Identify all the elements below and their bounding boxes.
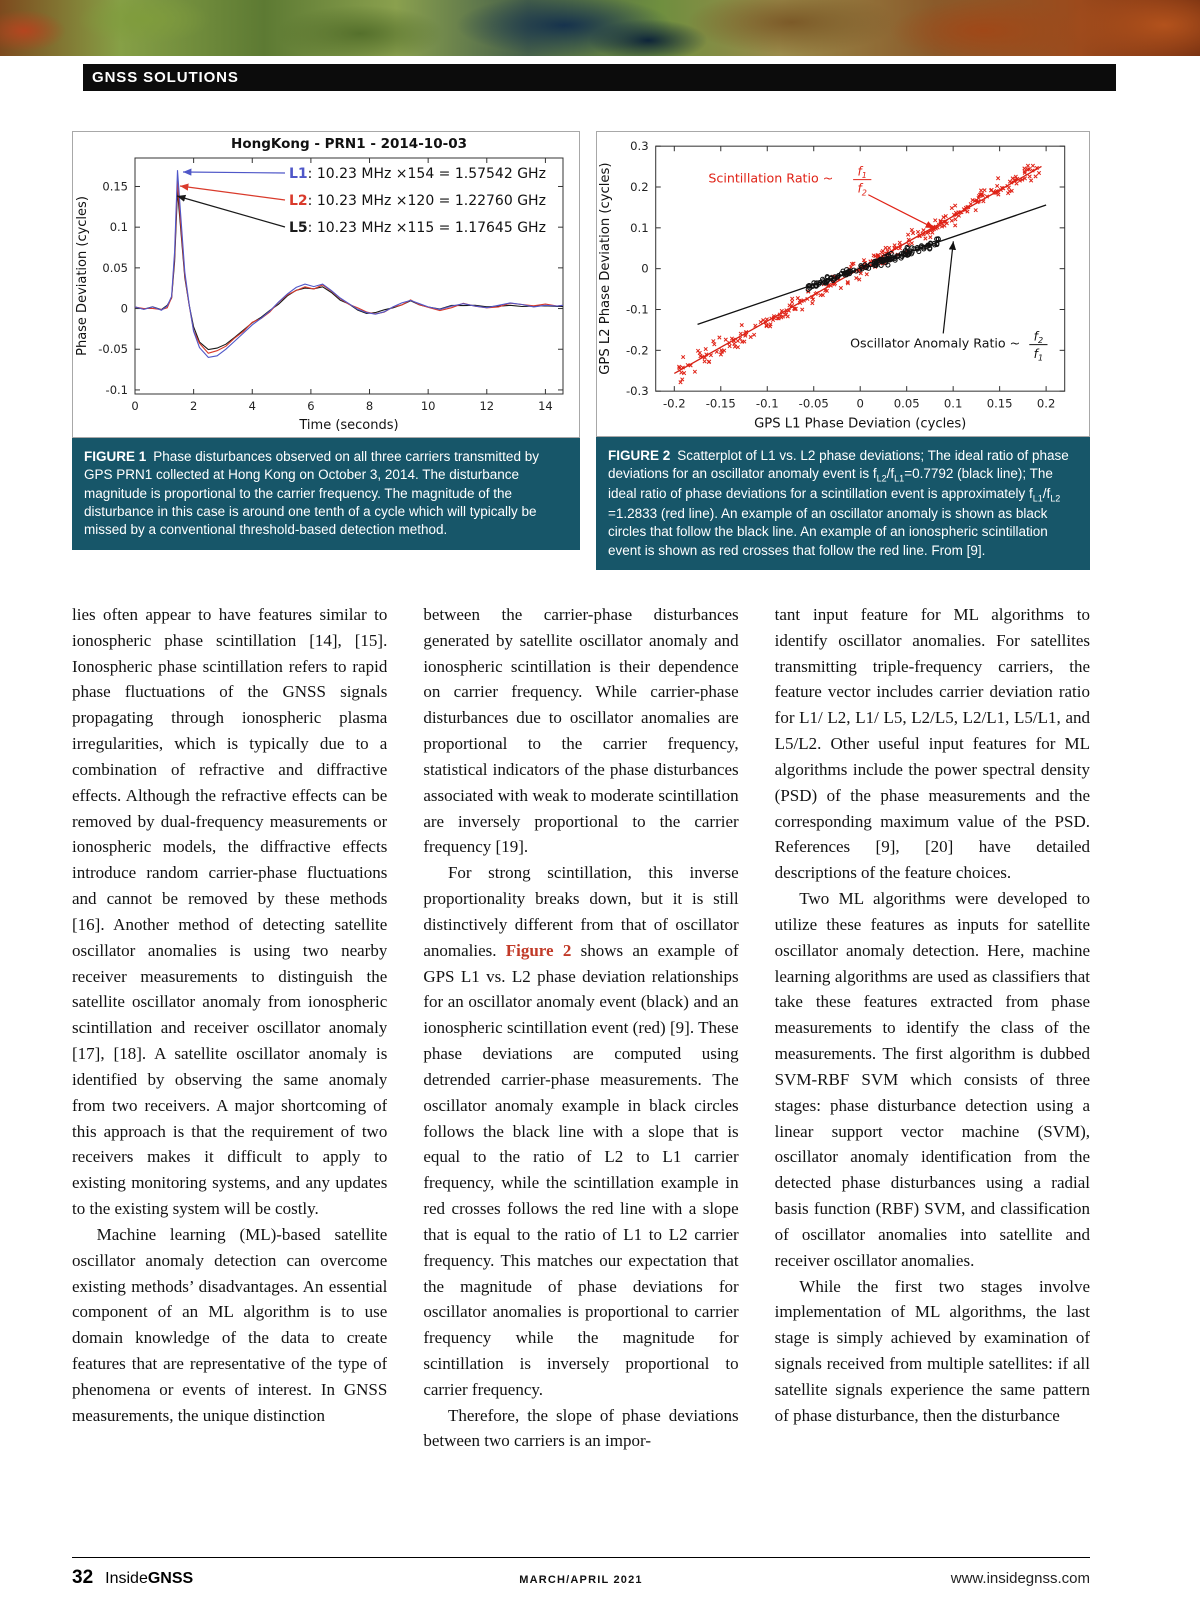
svg-text:0: 0 bbox=[857, 396, 864, 410]
svg-text:f1: f1 bbox=[1034, 347, 1043, 363]
figure2-caption-text: Scatterplot of L1 vs. L2 phase deviation… bbox=[608, 447, 1069, 558]
svg-text:0.1: 0.1 bbox=[110, 220, 128, 234]
article-body: lies often appear to have features simil… bbox=[72, 602, 1090, 1543]
figure-2-reference: Figure 2 bbox=[505, 940, 572, 960]
fig2-annotation-oscillator-anomaly-ratio: Oscillator Anomaly Ratio ~ bbox=[850, 336, 1020, 351]
fig2-xlabel: GPS L1 Phase Deviation (cycles) bbox=[754, 417, 966, 432]
svg-text:-0.1: -0.1 bbox=[106, 383, 128, 397]
svg-text:6: 6 bbox=[307, 399, 314, 413]
svg-text:f1: f1 bbox=[858, 165, 867, 181]
svg-text:-0.2: -0.2 bbox=[626, 343, 649, 357]
paragraph: tant input feature for ML algorithms to … bbox=[774, 604, 1090, 883]
fig2-scatter-oscillator-circles bbox=[805, 236, 941, 293]
fig1-legend-arrow-L5 bbox=[176, 194, 286, 228]
fig1-series-L1 bbox=[134, 170, 564, 358]
text-column-2: between the carrier-phase disturbances g… bbox=[423, 602, 738, 1543]
svg-text:-0.3: -0.3 bbox=[626, 384, 649, 398]
svg-text:0: 0 bbox=[121, 302, 128, 316]
svg-text:0.2: 0.2 bbox=[630, 180, 649, 194]
svg-text:-0.15: -0.15 bbox=[706, 396, 736, 410]
paragraph: While the first two stages involve imple… bbox=[774, 1276, 1090, 1425]
svg-text:f2: f2 bbox=[1034, 330, 1043, 346]
paragraph: Therefore, the slope of phase deviations… bbox=[423, 1405, 739, 1451]
figures-row: HongKong - PRN1 - 2014-10-03 0 2 4 6 8 10 12 14 -… bbox=[72, 131, 1090, 570]
magazine-logo: InsideGNSS bbox=[105, 1570, 194, 1587]
fig1-ylabel: Phase Deviation (cycles) bbox=[75, 196, 90, 356]
figure1-chart-box: HongKong - PRN1 - 2014-10-03 0 2 4 6 8 10 12 14 -… bbox=[72, 131, 580, 438]
svg-text:10: 10 bbox=[421, 399, 436, 413]
page-number: 32 bbox=[72, 1567, 94, 1588]
figure2-caption-tag: FIGURE 2 bbox=[608, 447, 671, 463]
fig1-legend-item-L5: L5: 10.23 MHz ×115 = 1.17645 GHz bbox=[289, 220, 546, 236]
svg-text:-0.2: -0.2 bbox=[663, 396, 686, 410]
paragraph: Machine learning (ML)-based satellite os… bbox=[72, 1224, 388, 1425]
paragraph-text: shows an example of GPS L1 vs. L2 phase … bbox=[423, 940, 739, 1399]
svg-text:0.15: 0.15 bbox=[987, 396, 1013, 410]
svg-text:0.05: 0.05 bbox=[894, 396, 920, 410]
svg-text:14: 14 bbox=[538, 399, 553, 413]
svg-text:0.1: 0.1 bbox=[944, 396, 963, 410]
fig1-title: HongKong - PRN1 - 2014-10-03 bbox=[231, 136, 467, 152]
fig2-ylabel: GPS L2 Phase Deviation (cycles) bbox=[598, 163, 613, 375]
figure-1: HongKong - PRN1 - 2014-10-03 0 2 4 6 8 10 12 14 -… bbox=[72, 131, 580, 550]
paragraph: lies often appear to have features simil… bbox=[72, 604, 388, 1219]
figure2-chart-box: -0.2 -0.15 -0.1 -0.05 0 0.05 0.1 0.15 0.2 -0.3 -0.… bbox=[596, 131, 1090, 437]
svg-text:8: 8 bbox=[366, 399, 373, 413]
svg-text:0.05: 0.05 bbox=[102, 261, 128, 275]
figure1-caption-text: Phase disturbances observed on all three… bbox=[84, 449, 539, 538]
figure2-caption: FIGURE 2 Scatterplot of L1 vs. L2 phase d… bbox=[596, 436, 1090, 570]
svg-text:-0.1: -0.1 bbox=[756, 396, 779, 410]
figure1-caption-tag: FIGURE 1 bbox=[84, 449, 147, 464]
svg-text:0.1: 0.1 bbox=[630, 221, 649, 235]
figure1-phase-deviation-chart: HongKong - PRN1 - 2014-10-03 0 2 4 6 8 10 12 14 -… bbox=[75, 136, 564, 433]
page-footer: 32 InsideGNSS MARCH/APRIL 2021 www.insid… bbox=[72, 1557, 1090, 1589]
fig1-legend-arrow-L2 bbox=[179, 183, 286, 201]
svg-text:0.15: 0.15 bbox=[102, 179, 128, 193]
website-url: www.insidegnss.com bbox=[950, 1570, 1090, 1587]
paragraph: For strong scintillation, this inverse p… bbox=[423, 860, 738, 1402]
paragraph: Two ML algorithms were developed to util… bbox=[774, 889, 1090, 1270]
svg-text:-0.05: -0.05 bbox=[799, 396, 829, 410]
satellite-imagery-banner bbox=[0, 0, 1200, 56]
fig1-xlabel: Time (seconds) bbox=[298, 418, 398, 433]
figure-2: -0.2 -0.15 -0.1 -0.05 0 0.05 0.1 0.15 0.2 -0.3 -0.… bbox=[596, 131, 1090, 570]
svg-text:4: 4 bbox=[249, 399, 256, 413]
fig2-scatter-scintillation-crosses bbox=[677, 163, 1042, 385]
svg-text:12: 12 bbox=[479, 399, 494, 413]
fig2-annotation-arrow-scintillation-ratio bbox=[868, 194, 935, 229]
figure1-caption: FIGURE 1 Phase disturbances observed on a… bbox=[72, 438, 580, 550]
issue-date: MARCH/APRIL 2021 bbox=[519, 1574, 643, 1586]
footer-left: 32 InsideGNSS bbox=[72, 1567, 411, 1589]
fig1-legend-arrow-L1 bbox=[182, 168, 286, 176]
text-column-3: tant input feature for ML algorithms to … bbox=[775, 602, 1090, 1543]
svg-text:f2: f2 bbox=[858, 182, 867, 198]
paragraph: between the carrier-phase disturbances g… bbox=[423, 604, 739, 857]
figure2-scatterplot-chart: -0.2 -0.15 -0.1 -0.05 0 0.05 0.1 0.15 0.2 -0.3 -0.… bbox=[598, 139, 1066, 432]
section-title: GNSS SOLUTIONS bbox=[92, 69, 239, 86]
svg-text:2: 2 bbox=[190, 399, 197, 413]
svg-text:-0.05: -0.05 bbox=[98, 342, 128, 356]
svg-text:0: 0 bbox=[131, 399, 138, 413]
section-header-bar: GNSS SOLUTIONS bbox=[83, 64, 1116, 91]
fig2-annotation-scintillation-ratio: Scintillation Ratio ~ bbox=[708, 171, 833, 186]
fig1-legend-item-L2: L2: 10.23 MHz ×120 = 1.22760 GHz bbox=[289, 193, 546, 209]
fig1-legend-item-L1: L1: 10.23 MHz ×154 = 1.57542 GHz bbox=[289, 166, 546, 182]
fig2-annotation-arrow-oscillator-anomaly-ratio bbox=[942, 241, 957, 334]
paragraph-text: For strong scintillation, this inverse p… bbox=[423, 863, 739, 960]
svg-text:0.3: 0.3 bbox=[630, 139, 649, 153]
svg-text:0: 0 bbox=[641, 262, 648, 276]
svg-text:-0.1: -0.1 bbox=[626, 303, 649, 317]
text-column-1: lies often appear to have features simil… bbox=[72, 602, 387, 1543]
svg-text:0.2: 0.2 bbox=[1037, 396, 1056, 410]
